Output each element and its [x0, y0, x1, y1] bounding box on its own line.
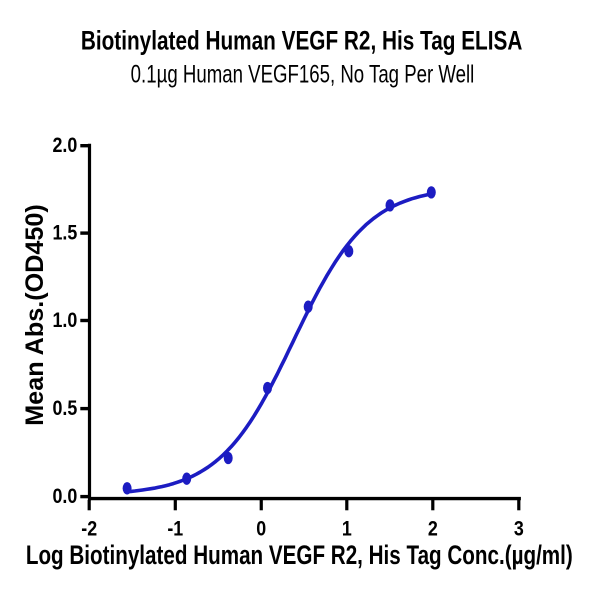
svg-text:1.0: 1.0 [52, 308, 77, 332]
svg-text:0.0: 0.0 [52, 485, 77, 509]
svg-text:Mean Abs.(OD450): Mean Abs.(OD450) [21, 204, 49, 426]
svg-text:-1: -1 [167, 517, 183, 541]
svg-text:Biotinylated Human VEGF R2, Hi: Biotinylated Human VEGF R2, His Tag ELIS… [81, 26, 523, 56]
svg-text:1: 1 [342, 517, 352, 541]
svg-text:0: 0 [256, 517, 266, 541]
svg-text:0.1µg Human VEGF165, No Tag Pe: 0.1µg Human VEGF165, No Tag Per Well [131, 60, 475, 88]
svg-text:1.5: 1.5 [52, 221, 77, 245]
svg-text:0.5: 0.5 [52, 397, 77, 421]
svg-text:Log Biotinylated Human VEGF R2: Log Biotinylated Human VEGF R2, His Tag … [26, 542, 573, 571]
svg-text:3: 3 [514, 517, 524, 541]
svg-text:-2: -2 [81, 517, 97, 541]
svg-text:2: 2 [428, 517, 438, 541]
svg-text:2.0: 2.0 [52, 134, 77, 158]
